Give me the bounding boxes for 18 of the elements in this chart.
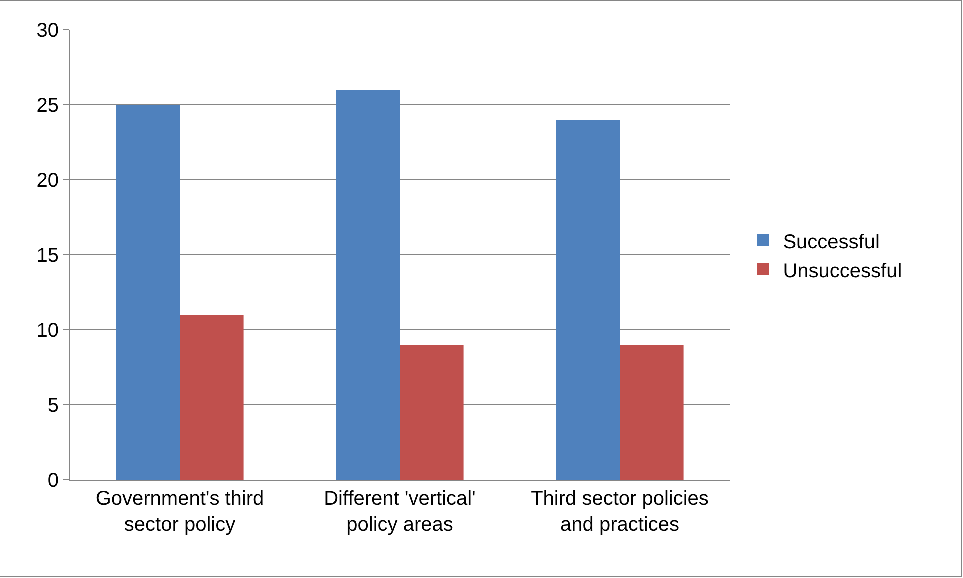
bar bbox=[556, 120, 620, 480]
x-tick-label: Government's third sector policy bbox=[96, 488, 264, 536]
y-tick-label: 0 bbox=[48, 470, 59, 492]
y-tick-label: 30 bbox=[36, 20, 59, 42]
bar bbox=[180, 315, 244, 480]
x-tick-label: Different 'vertical' policy areas bbox=[324, 488, 476, 536]
y-tick-label: 15 bbox=[36, 245, 59, 267]
bar bbox=[336, 90, 400, 480]
bar bbox=[400, 345, 464, 480]
y-tick-label: 25 bbox=[36, 95, 59, 117]
y-tick-label: 20 bbox=[36, 170, 59, 192]
x-tick-label: Third sector policies and practices bbox=[531, 488, 709, 536]
bar bbox=[116, 105, 180, 480]
y-tick-label: 10 bbox=[36, 320, 59, 342]
legend-label: Unsuccessful bbox=[783, 260, 902, 282]
bar bbox=[620, 345, 684, 480]
legend-label: Successful bbox=[783, 231, 880, 254]
y-tick-label: 5 bbox=[48, 395, 59, 417]
